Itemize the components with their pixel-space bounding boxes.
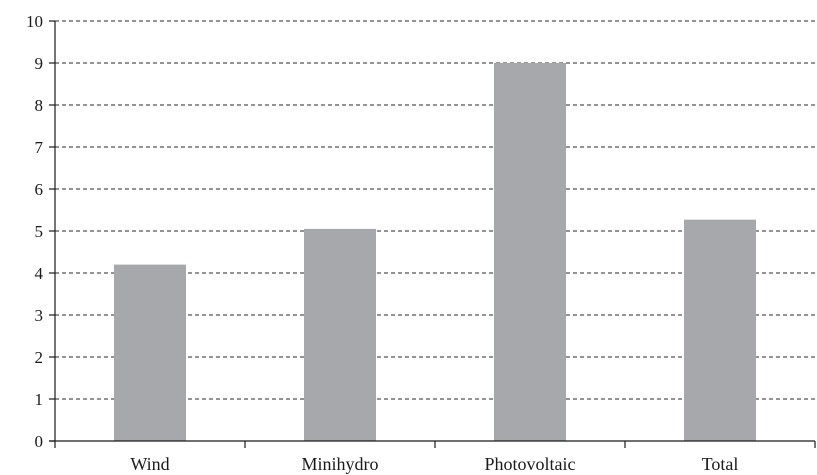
bars [114,63,756,441]
y-tick-label-7: 7 [35,138,44,157]
y-tick-label-6: 6 [35,180,44,199]
y-tick-label-0: 0 [35,432,44,451]
x-category-label-wind: Wind [130,454,169,474]
y-tick-label-10: 10 [26,12,43,31]
bar-photovoltaic [494,63,566,441]
y-tick-label-3: 3 [35,306,44,325]
bar-wind [114,264,186,441]
y-axis-ticks: 0 1 2 3 4 5 6 7 8 9 10 [26,12,55,451]
y-tick-label-1: 1 [35,390,44,409]
bar-total [684,219,756,441]
y-tick-label-9: 9 [35,54,44,73]
y-tick-label-2: 2 [35,348,44,367]
x-category-label-minihydro: Minihydro [301,454,378,474]
x-category-label-total: Total [702,454,739,474]
x-axis-ticks: Wind Minihydro Photovoltaic Total [54,441,816,474]
y-tick-label-4: 4 [35,264,44,283]
y-tick-label-5: 5 [35,222,44,241]
y-tick-label-8: 8 [35,96,44,115]
x-category-label-photovoltaic: Photovoltaic [485,454,576,474]
bar-minihydro [304,228,376,441]
